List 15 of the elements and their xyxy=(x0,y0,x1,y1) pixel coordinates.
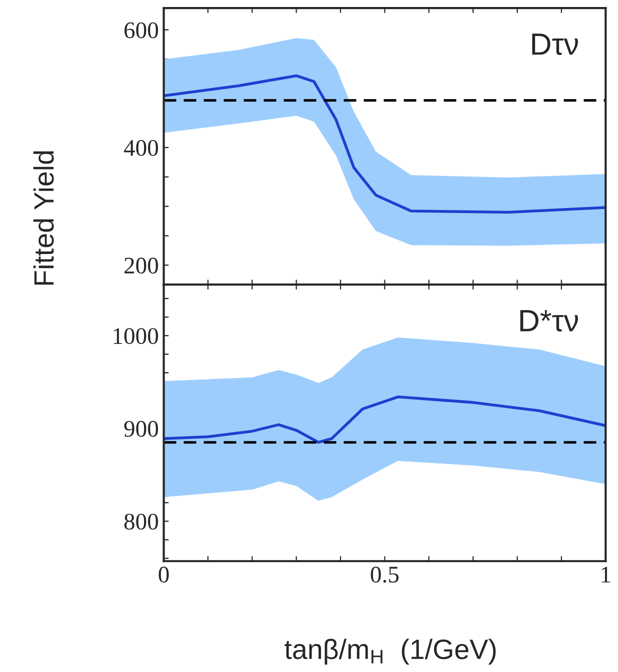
y-tick-label: 900 xyxy=(124,420,158,437)
x-tick-label: 0.5 xyxy=(370,566,399,583)
annotation: Dτν xyxy=(532,34,578,55)
y-tick-label: 200 xyxy=(124,258,158,274)
x-tick-label: 1 xyxy=(602,566,610,582)
y-tick-label: 800 xyxy=(124,514,158,530)
x-tick-label: 0 xyxy=(158,566,169,583)
x-axis-title: tanβ/m$_{H}$ (1/GeV) xyxy=(284,638,496,665)
y-tick-label: 1000 xyxy=(114,328,158,344)
line-series xyxy=(164,395,606,444)
y-tick-label: 400 xyxy=(124,140,158,156)
y-axis-title: Fitted Yield xyxy=(33,151,54,285)
line-series xyxy=(164,74,606,214)
annotation: D*τν xyxy=(520,310,578,332)
y-tick-label: 600 xyxy=(124,22,158,38)
